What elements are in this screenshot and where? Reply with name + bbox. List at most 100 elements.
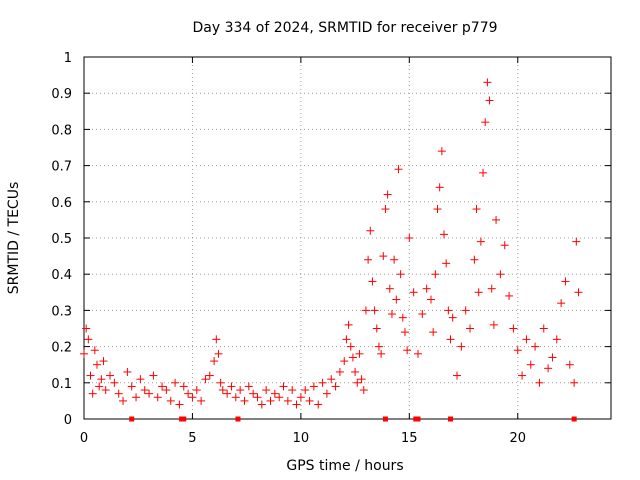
data-point	[565, 360, 574, 369]
baseline-marker	[382, 416, 388, 422]
data-point	[409, 288, 418, 297]
data-point	[216, 378, 225, 387]
data-point	[270, 389, 279, 398]
data-point	[440, 230, 449, 239]
data-point	[123, 367, 132, 376]
data-point	[279, 382, 288, 391]
data-point	[368, 277, 377, 286]
data-point	[275, 393, 284, 402]
data-point	[344, 320, 353, 329]
data-point	[372, 324, 381, 333]
data-point	[351, 367, 360, 376]
data-point	[214, 349, 223, 358]
chart-title: Day 334 of 2024, SRMTID for receiver p77…	[192, 20, 497, 36]
x-tick-label: 5	[188, 431, 196, 446]
data-point	[472, 205, 481, 214]
data-point	[513, 346, 522, 355]
y-tick-labels: 0 0.1 0.2 0.3 0.4 0.5 0.6 0.7 0.8 0.9 1	[51, 51, 72, 428]
data-point	[145, 389, 154, 398]
data-point	[86, 371, 95, 380]
data-point	[442, 259, 451, 268]
data-point	[492, 215, 501, 224]
data-point	[366, 226, 375, 235]
data-point	[370, 306, 379, 315]
data-point	[348, 353, 357, 362]
y-tick-label: 0.8	[51, 123, 72, 138]
y-tick-label: 0.5	[51, 232, 72, 247]
data-point	[90, 346, 99, 355]
data-point	[518, 371, 527, 380]
data-point	[481, 118, 490, 127]
y-tick-label: 0.4	[51, 268, 72, 283]
data-point	[572, 237, 581, 246]
data-point	[99, 357, 108, 366]
baseline-marker	[571, 416, 577, 422]
data-point	[385, 284, 394, 293]
data-point	[188, 393, 197, 402]
data-point	[249, 389, 258, 398]
data-point	[342, 335, 351, 344]
data-point	[500, 241, 509, 250]
data-point	[132, 393, 141, 402]
data-point	[485, 96, 494, 105]
data-point	[82, 324, 91, 333]
x-axis-label: GPS time / hours	[286, 458, 403, 474]
data-point	[97, 375, 106, 384]
data-point	[240, 396, 249, 405]
data-point	[327, 375, 336, 384]
data-point	[227, 382, 236, 391]
data-point	[489, 320, 498, 329]
data-point	[461, 306, 470, 315]
data-point	[80, 349, 88, 358]
data-point	[381, 205, 390, 214]
data-point	[435, 183, 444, 192]
data-point	[548, 353, 557, 362]
data-point	[149, 371, 158, 380]
data-point	[197, 396, 206, 405]
data-point	[374, 342, 383, 351]
data-point	[305, 396, 314, 405]
data-point	[400, 328, 409, 337]
data-point	[288, 386, 297, 395]
data-point	[158, 382, 167, 391]
y-tick-label: 0.1	[51, 377, 72, 392]
data-point	[262, 386, 271, 395]
data-point	[570, 378, 579, 387]
data-point	[236, 386, 245, 395]
baseline-markers	[129, 416, 577, 422]
data-point	[557, 299, 566, 308]
data-point	[346, 342, 355, 351]
data-point	[429, 328, 438, 337]
data-point	[119, 396, 128, 405]
y-tick-label: 1	[64, 51, 72, 66]
data-point	[377, 349, 386, 358]
data-point	[398, 313, 407, 322]
data-point	[357, 375, 366, 384]
data-point	[253, 393, 262, 402]
data-point	[301, 386, 310, 395]
data-point	[396, 270, 405, 279]
data-point	[426, 295, 435, 304]
data-point	[114, 389, 123, 398]
data-point	[466, 324, 475, 333]
data-point	[390, 255, 399, 264]
data-point	[331, 382, 340, 391]
data-point	[210, 357, 219, 366]
data-point	[446, 335, 455, 344]
data-point	[457, 342, 466, 351]
data-point	[95, 382, 104, 391]
data-point	[531, 342, 540, 351]
data-point	[479, 168, 488, 177]
data-point	[383, 190, 392, 199]
data-point	[218, 386, 227, 395]
data-point	[474, 288, 483, 297]
data-point	[110, 378, 119, 387]
data-point	[322, 389, 331, 398]
data-point	[437, 147, 446, 156]
data-point	[544, 364, 553, 373]
data-point	[379, 252, 388, 261]
data-point	[487, 284, 496, 293]
data-point	[335, 367, 344, 376]
data-point	[526, 360, 535, 369]
